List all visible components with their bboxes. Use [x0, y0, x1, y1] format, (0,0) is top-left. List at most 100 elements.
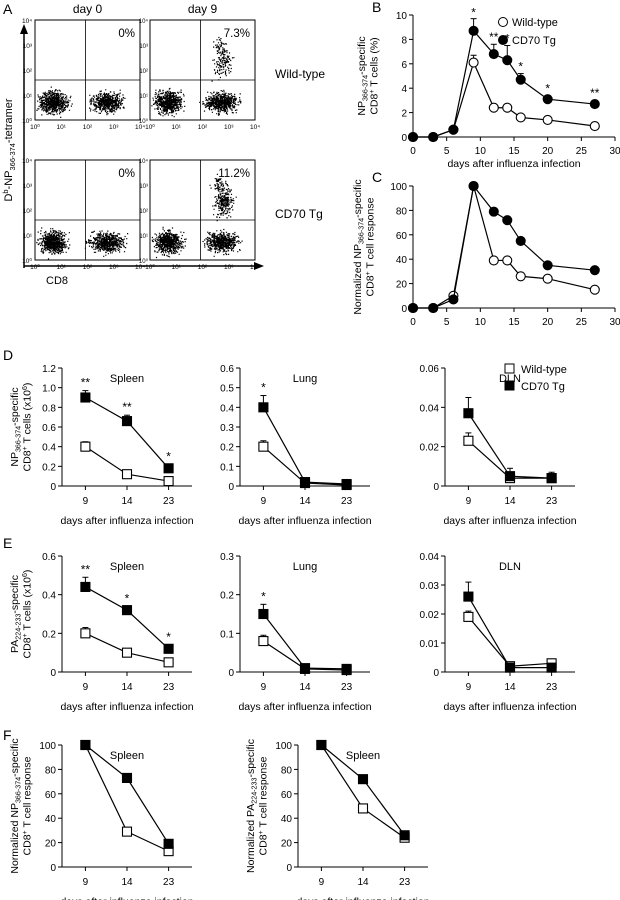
y-tick-label: 0.1: [220, 462, 234, 473]
data-point: [258, 402, 269, 413]
y-tick-label: 0.4: [220, 403, 234, 414]
y-tick-label: 0.6: [42, 552, 56, 563]
flow-x-tick-label: 10²: [83, 264, 93, 271]
y-tick-label: 80: [396, 206, 408, 217]
flow-x-tick-label: 10⁴: [135, 264, 145, 271]
label-segment: -specific: [356, 36, 368, 75]
data-point: [80, 739, 91, 751]
label-segment: 366-374: [15, 426, 23, 452]
data-point: [80, 392, 91, 403]
chart-title: Spleen: [110, 561, 144, 573]
data-point: [163, 463, 174, 474]
data-point: [589, 265, 600, 276]
significance-mark: *: [166, 630, 171, 644]
y-axis-label: CD8+​ T cells (x106​): [21, 383, 34, 472]
data-point: [589, 284, 600, 295]
flow-x-tick-label: 10¹: [57, 264, 67, 271]
x-tick-label: 23: [399, 877, 411, 888]
label-segment: Normalized: [9, 818, 21, 874]
flow-events: [36, 86, 126, 118]
x-tick-label: 14: [504, 496, 516, 507]
chart-e-lung: 0 0.1 0.2 0.3 9 14 23 * Lung days after influenza…: [220, 552, 372, 713]
panel-letter-f: F: [3, 727, 12, 743]
quadrant-percentage: 11.2%: [218, 168, 250, 180]
flow-x-tick-label: 10⁰: [145, 263, 155, 271]
label-segment: -NP: [3, 170, 15, 189]
flow-y-tick-label: 10³: [139, 184, 148, 190]
data-point: [502, 55, 513, 66]
flow-y-tick-label: 10³: [23, 43, 33, 50]
label-segment: T cell response: [365, 197, 377, 271]
label-segment: T cells (: [22, 406, 34, 446]
data-point: [258, 441, 269, 452]
label-segment: T cell response: [22, 756, 34, 830]
flow-y-tick-label: 10⁴: [139, 158, 149, 165]
legend-b: Wild-type CD70 Tg: [498, 17, 558, 47]
flow-x-tick-label: 10²: [198, 264, 208, 271]
label-segment: PA: [9, 640, 21, 653]
flow-column-label: day 9: [188, 2, 218, 16]
label-segment: CD8: [258, 834, 270, 855]
series-cd70-tg: [316, 739, 410, 841]
data-point: [407, 131, 419, 143]
label-segment: 366-374: [8, 143, 17, 170]
label-segment: CD8: [369, 93, 381, 114]
x-axis-label: days after influenza infection: [443, 515, 576, 527]
data-point: [463, 611, 474, 622]
flow-x-tick-label: 10³: [224, 124, 234, 131]
data-point: [80, 628, 91, 639]
series-cd70-tg: [407, 18, 600, 143]
legend-d: Wild-type CD70 Tg: [504, 363, 567, 393]
y-tick-label: 0.2: [42, 462, 56, 473]
flow-plot: 0% 10⁰ 10¹ 10² 10³ 10⁴ 10⁰ 10¹ 10² 10³ 10⁴: [22, 158, 145, 271]
data-point: [428, 302, 439, 314]
label-segment: NP: [9, 452, 21, 467]
flow-y-tick-label: 10¹: [139, 234, 148, 240]
significance-mark: *: [261, 589, 266, 603]
flow-y-tick-label: 10²: [139, 69, 148, 75]
quadrant-percentage: 7.3%: [224, 28, 250, 40]
x-tick-label: 30: [609, 146, 620, 157]
label-segment: CD8: [22, 637, 34, 658]
flow-x-tick-label: 10¹: [57, 124, 67, 131]
panel-letter-a: A: [3, 1, 13, 17]
label-segment: ): [22, 570, 34, 574]
y-tick-label: 80: [45, 765, 57, 776]
x-tick-label: 9: [261, 682, 267, 693]
quadrant-percentage: 0%: [118, 168, 135, 180]
significance-mark: *: [471, 6, 476, 20]
flow-y-tick-label: 10⁴: [22, 158, 32, 165]
label-segment: +: [364, 271, 372, 275]
flow-x-tick-label: 10⁰: [145, 123, 155, 131]
flow-x-tick-label: 10³: [109, 124, 119, 131]
y-tick-label: 0.4: [42, 443, 56, 454]
series-cd70-tg: [463, 397, 557, 484]
label-segment: ): [22, 383, 34, 387]
legend-label-cd70-tg: CD70 Tg: [512, 35, 556, 47]
flow-plot: 7.3% 10⁰ 10¹ 10² 10³ 10⁴ 10⁰ 10¹ 10² 10³ 10⁴: [139, 18, 260, 131]
label-segment: CD8: [22, 834, 34, 855]
x-axis-label: days after influenza infection: [60, 701, 193, 713]
y-axis-label: Normalized NP366-374​-specific: [9, 738, 23, 873]
y-tick-label: 100: [39, 741, 56, 752]
data-point: [502, 215, 513, 226]
flow-x-tick-label: 10⁰: [30, 123, 40, 131]
y-tick-label: 1.2: [42, 364, 56, 375]
data-point: [121, 416, 133, 427]
x-axis-label: days after influenza infection: [238, 701, 371, 713]
x-tick-label: 20: [542, 317, 554, 328]
x-tick-label: 14: [121, 682, 133, 693]
flow-y-tick-label: 10⁴: [22, 18, 32, 25]
data-point: [468, 180, 479, 192]
label-segment: 366-374: [358, 218, 366, 244]
y-tick-label: 0.3: [220, 552, 234, 563]
data-point: [80, 581, 91, 592]
data-point: [121, 647, 133, 658]
y-axis-label: CD8+​ T cells (x106​): [21, 570, 34, 659]
data-point: [542, 273, 553, 284]
y-tick-label: 0.3: [220, 423, 234, 434]
x-tick-label: 14: [299, 682, 311, 693]
